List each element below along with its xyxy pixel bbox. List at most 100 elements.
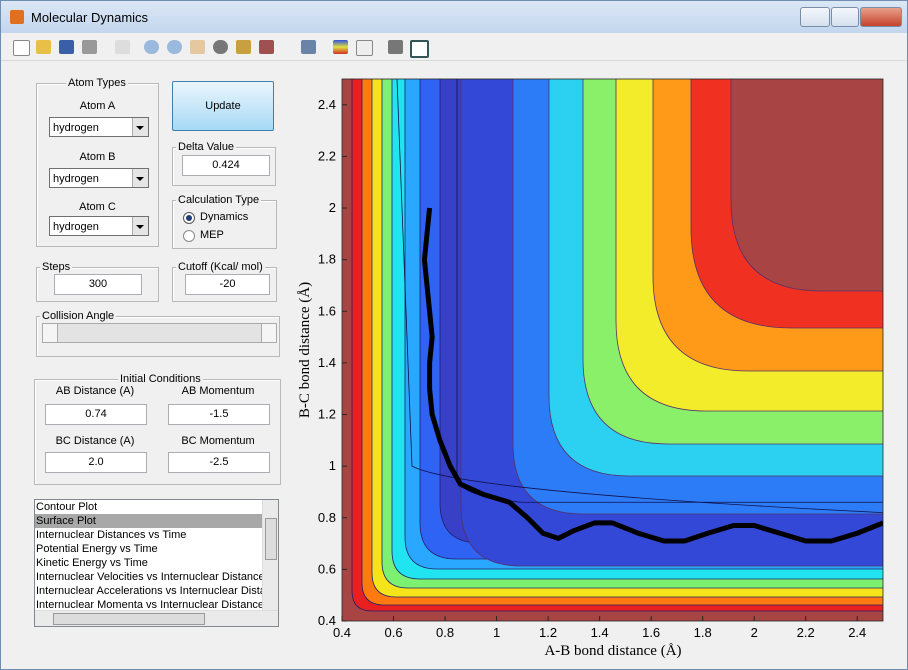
list-item[interactable]: Kinetic Energy vs Time bbox=[36, 557, 148, 569]
bc-momentum-input[interactable]: -2.5 bbox=[168, 452, 270, 473]
x-axis-label: A-B bond distance (Å) bbox=[544, 643, 681, 659]
cutoff-input[interactable]: -20 bbox=[185, 274, 270, 295]
y-tick-label: 1.4 bbox=[318, 355, 336, 370]
label: Atom A bbox=[79, 100, 116, 112]
collision-angle-slider[interactable] bbox=[42, 323, 277, 343]
label: Atom B bbox=[79, 151, 116, 163]
open-button[interactable] bbox=[36, 40, 51, 54]
hide-tools-button[interactable] bbox=[388, 40, 403, 54]
y-tick-label: 1 bbox=[329, 458, 336, 473]
list-item[interactable]: Internuclear Distances vs Time bbox=[36, 529, 187, 541]
steps-panel: Steps 300 bbox=[36, 261, 159, 302]
y-tick-label: 2 bbox=[329, 200, 336, 215]
y-tick-label: 0.6 bbox=[318, 561, 336, 576]
pointer-button[interactable] bbox=[115, 40, 130, 54]
x-tick-label: 2.4 bbox=[848, 625, 866, 640]
list-item[interactable]: Potential Energy vs Time bbox=[36, 543, 158, 555]
atom-b-dropdown[interactable]: hydrogen bbox=[49, 168, 149, 188]
ab-momentum-input[interactable]: -1.5 bbox=[168, 404, 270, 425]
contour-band bbox=[730, 79, 883, 292]
label: Atom C bbox=[79, 201, 116, 213]
y-tick-label: 1.2 bbox=[318, 407, 336, 422]
print-button[interactable] bbox=[82, 40, 97, 54]
panel-title: Calculation Type bbox=[176, 194, 262, 206]
x-tick-label: 1.8 bbox=[694, 625, 712, 640]
list-item[interactable]: Surface Plot bbox=[35, 514, 262, 528]
y-tick-label: 1.8 bbox=[318, 252, 336, 267]
zoom-out-button[interactable] bbox=[167, 40, 182, 54]
toolbar bbox=[1, 34, 907, 61]
atom-types-panel: Atom Types Atom A hydrogen Atom B hydrog… bbox=[36, 77, 159, 247]
trajectory bbox=[421, 207, 883, 544]
label: BC Distance (A) bbox=[55, 435, 135, 447]
brush-button[interactable] bbox=[259, 40, 274, 54]
legend-button[interactable] bbox=[356, 40, 373, 56]
x-tick-label: 0.8 bbox=[436, 625, 454, 640]
atom-c-dropdown[interactable]: hydrogen bbox=[49, 216, 149, 236]
surface bbox=[342, 79, 883, 621]
close-button[interactable] bbox=[860, 7, 902, 27]
pan-button[interactable] bbox=[190, 40, 205, 54]
dropdown-value: hydrogen bbox=[53, 122, 99, 134]
label: BC Momentum bbox=[181, 435, 255, 447]
panel-title: Delta Value bbox=[176, 141, 237, 153]
x-tick-label: 1 bbox=[493, 625, 500, 640]
delta-value-input[interactable]: 0.424 bbox=[182, 155, 270, 176]
horizontal-scrollbar[interactable] bbox=[35, 610, 278, 626]
panel-title: Atom Types bbox=[66, 77, 128, 89]
atom-a-dropdown[interactable]: hydrogen bbox=[49, 117, 149, 137]
vertical-scrollbar[interactable] bbox=[262, 500, 278, 610]
save-button[interactable] bbox=[59, 40, 74, 54]
ab-distance-input[interactable]: 0.74 bbox=[45, 404, 147, 425]
radio-label: Dynamics bbox=[200, 211, 249, 223]
radio-button[interactable] bbox=[183, 212, 195, 224]
y-tick-label: 2.2 bbox=[318, 148, 336, 163]
zoom-in-button[interactable] bbox=[144, 40, 159, 54]
panel-title: Steps bbox=[40, 261, 73, 273]
y-tick-label: 0.8 bbox=[318, 510, 336, 525]
x-tick-label: 2.2 bbox=[797, 625, 815, 640]
x-tick-label: 0.4 bbox=[333, 625, 351, 640]
list-item[interactable]: Internuclear Velocities vs Internuclear … bbox=[36, 571, 262, 583]
data-cursor-button[interactable] bbox=[236, 40, 251, 54]
delta-value-panel: Delta Value 0.424 bbox=[172, 141, 276, 186]
list-item[interactable]: Internuclear Accelerations vs Internucle… bbox=[36, 585, 262, 597]
bc-distance-input[interactable]: 2.0 bbox=[45, 452, 147, 473]
cutoff-panel: Cutoff (Kcal/ mol) -20 bbox=[172, 261, 277, 302]
minimize-button[interactable] bbox=[800, 7, 830, 27]
y-axis-label: B-C bond distance (Å) bbox=[297, 282, 313, 418]
rotate-button[interactable] bbox=[213, 40, 228, 54]
collision-angle-panel: Collision Angle bbox=[36, 310, 280, 357]
panel-title: Initial Conditions bbox=[118, 373, 203, 385]
panel-title: Cutoff (Kcal/ mol) bbox=[176, 261, 265, 273]
show-tools-button[interactable] bbox=[410, 40, 429, 58]
x-tick-label: 1.6 bbox=[642, 625, 660, 640]
x-tick-label: 0.6 bbox=[384, 625, 402, 640]
dropdown-value: hydrogen bbox=[53, 221, 99, 233]
y-tick-label: 1.6 bbox=[318, 303, 336, 318]
window-title: Molecular Dynamics bbox=[31, 10, 149, 25]
y-tick-label: 0.4 bbox=[318, 613, 336, 628]
label: AB Distance (A) bbox=[55, 385, 135, 397]
x-tick-label: 2 bbox=[751, 625, 758, 640]
panel-title: Collision Angle bbox=[40, 310, 117, 322]
new-button[interactable] bbox=[13, 40, 30, 56]
radio-button[interactable] bbox=[183, 230, 195, 242]
contour-line bbox=[396, 79, 883, 513]
update-button[interactable]: Update bbox=[172, 81, 274, 131]
list-item[interactable]: Contour Plot bbox=[36, 501, 98, 513]
colorbar-button[interactable] bbox=[333, 40, 348, 54]
label: AB Momentum bbox=[181, 385, 255, 397]
maximize-button[interactable] bbox=[831, 7, 859, 27]
title-bar: Molecular Dynamics bbox=[1, 1, 907, 33]
initial-conditions-panel: Initial Conditions AB Distance (A) AB Mo… bbox=[34, 373, 281, 485]
plot-list[interactable]: Contour Plot Surface Plot Internuclear Dis… bbox=[34, 499, 279, 627]
y-tick-label: 2.4 bbox=[318, 97, 336, 112]
x-tick-label: 1.4 bbox=[591, 625, 609, 640]
steps-input[interactable]: 300 bbox=[54, 274, 142, 295]
list-item[interactable]: Internuclear Momenta vs Internuclear Dis… bbox=[36, 599, 262, 611]
link-button[interactable] bbox=[301, 40, 316, 54]
x-tick-label: 1.2 bbox=[539, 625, 557, 640]
plot: A-B bond distance (Å) B-C bond distance … bbox=[297, 78, 884, 659]
